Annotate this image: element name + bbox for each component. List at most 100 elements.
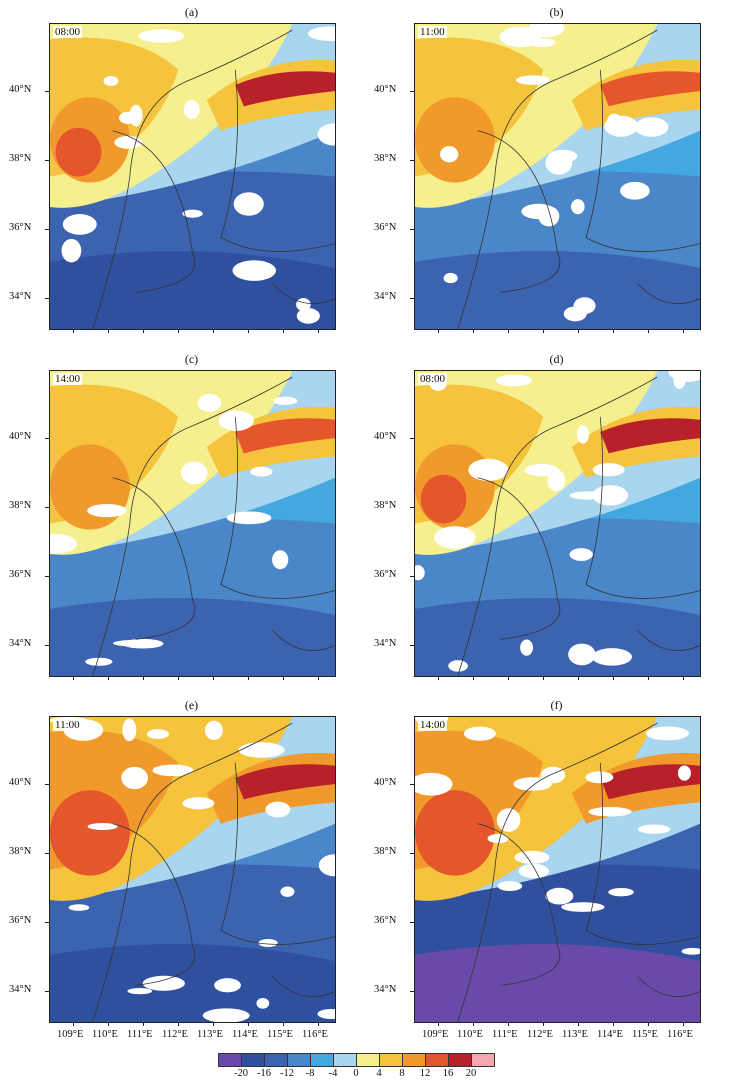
temperature-field-f [415, 717, 700, 1022]
lat-label: 34°N [9, 984, 32, 995]
lat-label: 38°N [374, 846, 397, 857]
lon-tick [613, 676, 614, 680]
panel-title-f: (f) [550, 698, 563, 712]
lat-tick [410, 853, 414, 854]
lat-tick [45, 438, 49, 439]
lon-label: 113°E [197, 1029, 223, 1040]
lat-label: 34°N [374, 638, 397, 649]
panel-title-d: (d) [549, 352, 564, 366]
lat-label: 38°N [9, 153, 32, 164]
colorbar-swatch [426, 1054, 449, 1066]
colorbar-label: -12 [280, 1068, 294, 1079]
lon-tick [683, 1022, 684, 1026]
lon-tick [73, 329, 74, 333]
lat-label: 40°N [374, 431, 397, 442]
lon-tick [543, 1022, 544, 1026]
lon-tick [248, 329, 249, 333]
lat-tick [45, 853, 49, 854]
lon-tick [283, 676, 284, 680]
map-panel-e: 11:00 [49, 716, 336, 1023]
lon-tick [143, 676, 144, 680]
lat-tick [45, 645, 49, 646]
time-label-c: 14:00 [53, 373, 83, 385]
lon-tick [543, 676, 544, 680]
lon-tick [143, 329, 144, 333]
panel-title-e: (e) [184, 698, 199, 712]
colorbar-label: 20 [465, 1068, 477, 1079]
lat-tick [410, 784, 414, 785]
lon-label: 113°E [562, 1029, 588, 1040]
lat-tick [45, 91, 49, 92]
lon-tick [213, 676, 214, 680]
lon-tick [473, 329, 474, 333]
lon-tick [108, 329, 109, 333]
lon-tick [108, 676, 109, 680]
lon-tick [143, 1022, 144, 1026]
colorbar-swatch [219, 1054, 242, 1066]
lon-tick [508, 676, 509, 680]
lon-tick [578, 676, 579, 680]
colorbar-label: -16 [257, 1068, 271, 1079]
lat-tick [410, 991, 414, 992]
temperature-field-a [50, 24, 335, 329]
lat-label: 38°N [374, 153, 397, 164]
lon-label: 116°E [667, 1029, 693, 1040]
map-panel-b: 11:00 [414, 23, 701, 330]
lat-tick [45, 160, 49, 161]
colorbar-label: 16 [442, 1068, 454, 1079]
lat-label: 40°N [374, 777, 397, 788]
colorbar-label: -4 [328, 1068, 338, 1079]
colorbar-label: 0 [353, 1068, 359, 1079]
lat-label: 38°N [9, 500, 32, 511]
lat-tick [45, 991, 49, 992]
panel-title-b: (b) [549, 5, 564, 19]
map-panel-c: 14:00 [49, 370, 336, 677]
lon-tick [178, 676, 179, 680]
lat-tick [45, 507, 49, 508]
lon-tick [248, 1022, 249, 1026]
colorbar-swatch [380, 1054, 403, 1066]
lon-label: 116°E [302, 1029, 328, 1040]
lon-label: 114°E [597, 1029, 623, 1040]
map-panel-f: 14:00 [414, 716, 701, 1023]
colorbar-swatch [242, 1054, 265, 1066]
lon-tick [438, 676, 439, 680]
lon-tick [73, 1022, 74, 1026]
lon-label: 111°E [492, 1029, 518, 1040]
colorbar-swatch [472, 1054, 494, 1066]
temperature-field-e [50, 717, 335, 1022]
panel-title-c: (c) [184, 352, 199, 366]
temperature-field-c [50, 371, 335, 676]
lat-label: 38°N [374, 500, 397, 511]
lat-label: 36°N [374, 569, 397, 580]
lat-label: 40°N [374, 84, 397, 95]
lon-tick [508, 1022, 509, 1026]
lat-label: 36°N [9, 569, 32, 580]
lon-tick [248, 676, 249, 680]
lon-label: 114°E [232, 1029, 258, 1040]
lon-tick [178, 329, 179, 333]
lon-tick [178, 1022, 179, 1026]
lon-tick [213, 1022, 214, 1026]
lat-label: 36°N [374, 222, 397, 233]
lat-label: 36°N [9, 915, 32, 926]
lon-label: 112°E [162, 1029, 188, 1040]
lon-tick [648, 329, 649, 333]
time-label-b: 11:00 [418, 26, 447, 38]
lat-label: 34°N [9, 638, 32, 649]
lon-tick [543, 329, 544, 333]
lon-tick [283, 329, 284, 333]
colorbar-swatch [265, 1054, 288, 1066]
lat-tick [45, 576, 49, 577]
lon-label: 109°E [422, 1029, 449, 1040]
lat-tick [410, 507, 414, 508]
lon-tick [473, 676, 474, 680]
lon-tick [318, 676, 319, 680]
lat-tick [45, 229, 49, 230]
lon-tick [648, 676, 649, 680]
lon-tick [683, 329, 684, 333]
lon-label: 115°E [267, 1029, 293, 1040]
time-label-d: 08:00 [418, 373, 448, 385]
colorbar-swatch [357, 1054, 380, 1066]
lat-label: 38°N [9, 846, 32, 857]
